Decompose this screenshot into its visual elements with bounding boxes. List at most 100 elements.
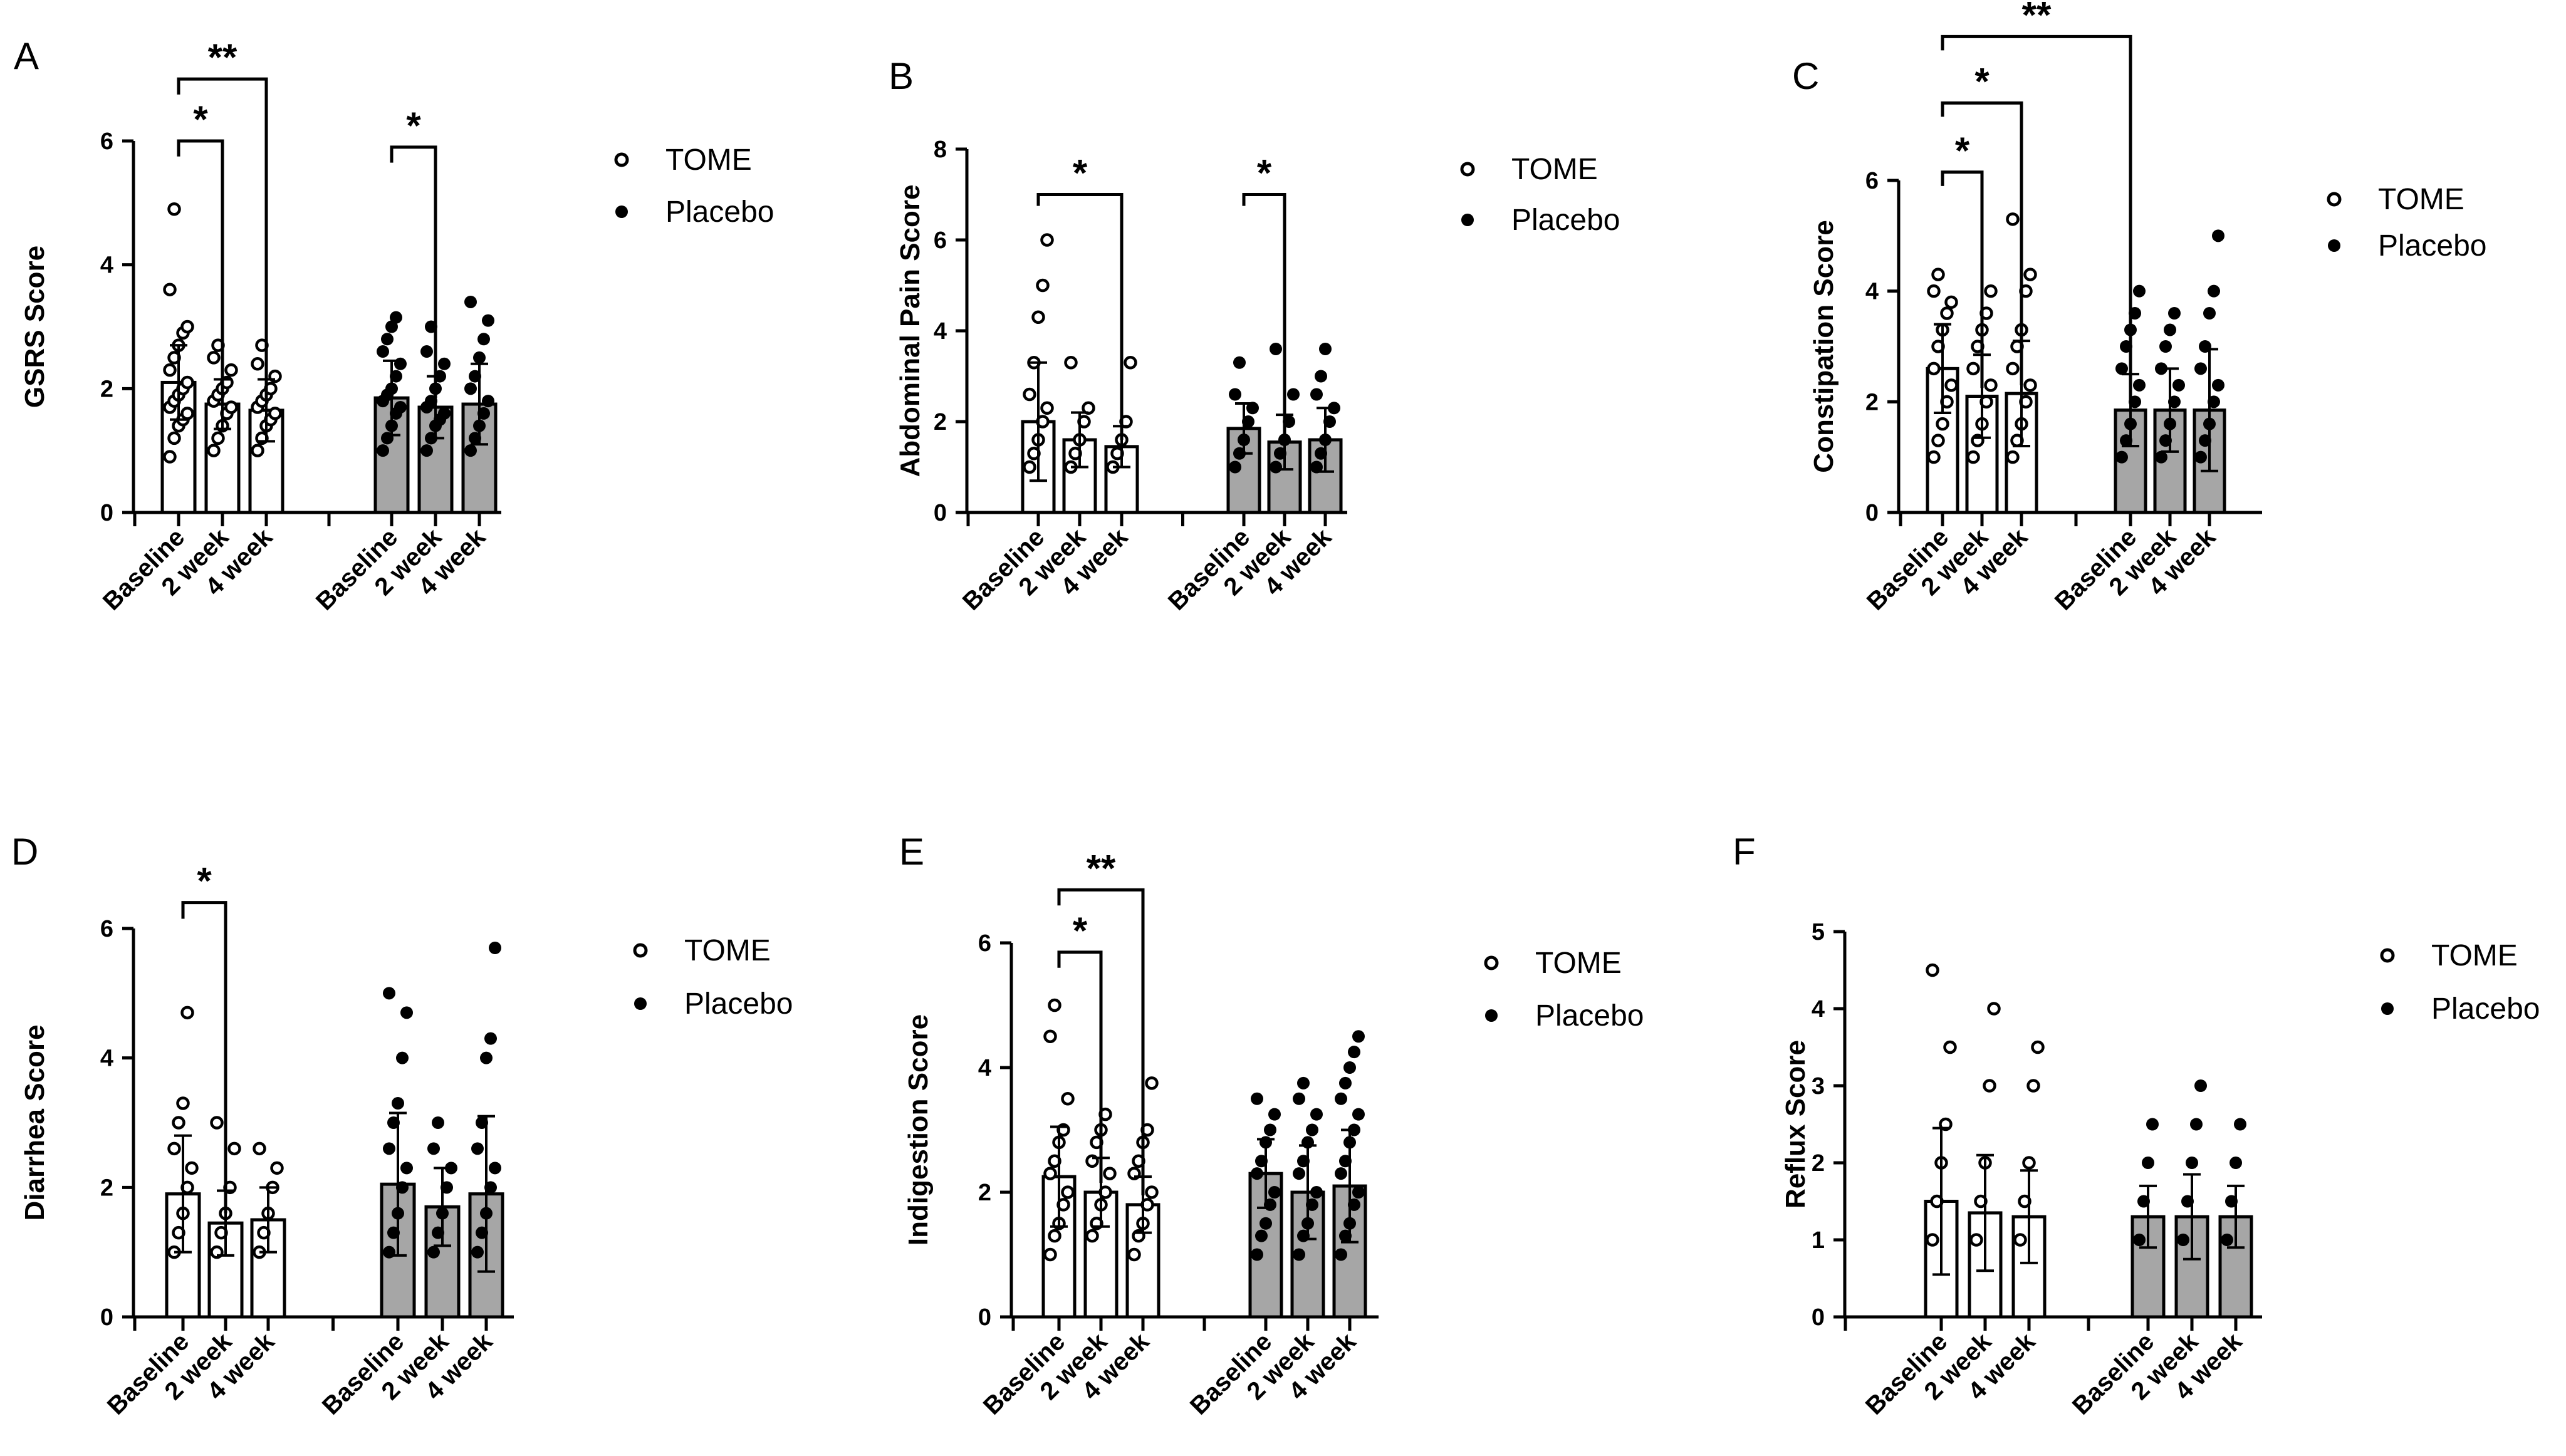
point-c-tome — [1931, 268, 1945, 281]
point-a-placebo — [464, 382, 477, 395]
legend-marker-placebo — [1485, 1009, 1498, 1022]
legend-label-placebo: Placebo — [2378, 229, 2486, 263]
point-b-placebo — [1270, 460, 1282, 474]
point-c-tome — [2006, 361, 2020, 376]
point-a-placebo — [390, 311, 402, 324]
point-e-placebo — [1264, 1123, 1276, 1136]
legend-marker-tome — [1460, 162, 1475, 177]
legend-marker-tome — [633, 943, 648, 958]
point-f-placebo — [2190, 1118, 2203, 1131]
point-f-placebo — [2230, 1157, 2242, 1169]
point-e-tome — [1048, 998, 1061, 1012]
point-a-tome — [180, 320, 194, 334]
legend-label-tome: TOME — [1511, 153, 1598, 186]
point-c-tome — [1927, 361, 1941, 376]
point-e-tome — [1043, 1247, 1057, 1262]
point-c-tome — [1984, 284, 1998, 298]
point-c-placebo — [2194, 450, 2207, 464]
y-tick-label-b: 2 — [934, 409, 947, 435]
point-d-tome — [270, 1161, 284, 1175]
y-tick-label-a: 0 — [100, 500, 113, 526]
legend-label-placebo: Placebo — [665, 195, 774, 229]
point-d-tome — [180, 1006, 194, 1020]
point-d-placebo — [427, 1245, 440, 1259]
point-d-placebo — [383, 1142, 395, 1155]
y-axis-label-b: Abdominal Pain Score — [895, 185, 926, 477]
point-f-tome — [1987, 1002, 2001, 1016]
point-f-placebo — [2142, 1157, 2154, 1169]
point-a-tome — [207, 444, 221, 457]
point-d-tome — [176, 1096, 190, 1110]
point-e-placebo — [1251, 1248, 1263, 1261]
y-tick-label-d: 4 — [100, 1046, 113, 1072]
point-d-tome — [167, 1141, 181, 1156]
point-c-placebo — [2115, 362, 2128, 375]
point-d-placebo — [489, 1162, 501, 1175]
y-tick-label-e: 0 — [978, 1304, 991, 1331]
point-a-placebo — [385, 320, 398, 333]
significance-bracket-b — [1242, 193, 1286, 435]
point-c-placebo — [2203, 307, 2216, 320]
y-tick-label-b: 4 — [934, 318, 947, 345]
point-a-placebo — [464, 444, 477, 457]
point-d-placebo — [489, 942, 501, 954]
point-e-placebo — [1251, 1092, 1263, 1105]
point-f-tome — [1943, 1040, 1957, 1054]
point-f-placebo — [2133, 1234, 2146, 1246]
y-tick-label-c: 2 — [1865, 389, 1879, 415]
point-a-tome — [180, 375, 194, 390]
panel-label-f: F — [1733, 831, 1756, 873]
point-e-placebo — [1335, 1092, 1347, 1105]
y-tick-label-a: 6 — [100, 128, 113, 155]
point-b-tome — [1040, 401, 1054, 415]
bar-a-tome-0 — [160, 380, 197, 514]
point-e-tome — [1145, 1076, 1159, 1090]
legend-b: TOME Placebo — [1460, 153, 1620, 237]
point-b-placebo — [1315, 370, 1327, 383]
point-e-placebo — [1306, 1123, 1318, 1136]
point-f-tome — [1969, 1233, 1983, 1247]
significance-label-e: ** — [1087, 847, 1116, 889]
significance-label-b: * — [1073, 152, 1088, 194]
point-b-tome — [1023, 460, 1036, 474]
point-d-tome — [253, 1141, 266, 1156]
y-tick-label-c: 0 — [1865, 500, 1879, 526]
point-c-placebo — [2164, 323, 2176, 336]
legend-marker-tome — [2380, 948, 2395, 963]
point-f-tome — [2026, 1079, 2040, 1093]
significance-bracket-d — [181, 901, 227, 1214]
y-tick-label-b: 6 — [934, 227, 947, 254]
point-a-placebo — [381, 333, 394, 346]
point-c-tome — [2023, 378, 2037, 392]
significance-bracket-c — [1941, 170, 1984, 388]
legend-c: TOME Placebo — [2327, 183, 2486, 263]
point-f-tome — [1926, 1233, 1939, 1247]
point-e-placebo — [1335, 1248, 1347, 1261]
point-a-tome — [207, 351, 221, 365]
point-d-placebo — [427, 1142, 440, 1155]
y-tick-label-f: 5 — [1812, 919, 1825, 945]
point-c-placebo — [2168, 307, 2181, 320]
point-c-placebo — [2133, 378, 2146, 392]
legend-label-tome: TOME — [1535, 947, 1622, 980]
point-e-placebo — [1251, 1167, 1263, 1180]
point-e-placebo — [1348, 1046, 1360, 1059]
point-c-tome — [1940, 306, 1954, 320]
point-d-tome — [210, 1116, 224, 1130]
significance-bracket-e — [1057, 950, 1103, 1183]
point-e-tome — [1061, 1185, 1075, 1199]
point-d-placebo — [396, 1051, 409, 1064]
point-e-placebo — [1268, 1108, 1281, 1121]
point-a-placebo — [482, 395, 494, 408]
point-c-placebo — [2208, 284, 2220, 298]
point-e-tome — [1103, 1167, 1117, 1180]
panel-label-e: E — [899, 831, 924, 873]
point-d-tome — [172, 1116, 185, 1130]
point-d-placebo — [383, 987, 395, 1000]
y-tick-label-f: 3 — [1812, 1073, 1825, 1100]
point-f-placebo — [2221, 1234, 2233, 1246]
